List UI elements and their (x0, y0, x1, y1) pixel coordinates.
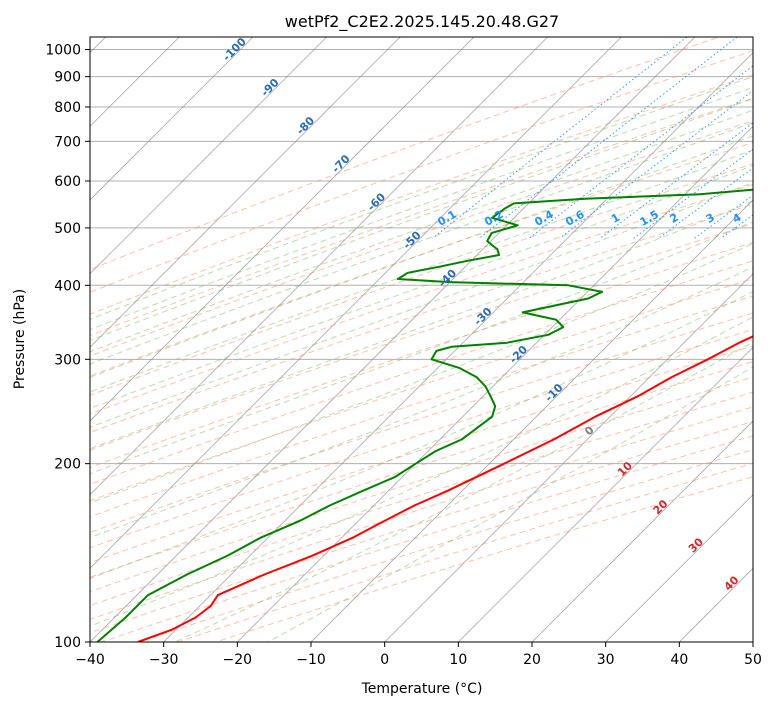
isotherm-line (605, 494, 753, 642)
isotherm-line (90, 37, 327, 275)
mixing-ratio-line (478, 37, 738, 239)
dry-adiabat-line (90, 50, 753, 293)
dewpoint-profile-line (96, 188, 753, 642)
dry-adiabat-line (90, 241, 753, 469)
isotherm-line (531, 420, 753, 642)
mixing-ratio-line (528, 65, 753, 239)
y-tick-label: 100 (54, 635, 81, 651)
dry-adiabat-line (90, 278, 753, 502)
dry-adiabat-line (90, 295, 753, 518)
y-tick-label: 500 (54, 221, 81, 237)
x-tick-label: 40 (670, 652, 688, 668)
moist-adiabat-line (90, 266, 753, 539)
moist-adiabat-line (90, 181, 753, 428)
y-tick-label: 600 (54, 174, 81, 190)
moist-adiabat-line (90, 316, 753, 627)
y-tick-label: 200 (54, 457, 81, 473)
isotherm-line (384, 273, 753, 642)
isotherm-line (90, 37, 622, 569)
dry-adiabat-line (90, 391, 753, 607)
isotherm-line (90, 37, 696, 642)
isotherm-line (90, 37, 254, 201)
moist-adiabat-line (90, 109, 753, 353)
moist-adiabat-line (90, 200, 753, 450)
x-axis-title: Temperature (°C) (361, 681, 483, 697)
mixing-ratio-line (658, 167, 753, 239)
y-tick-label: 1000 (45, 43, 81, 59)
y-tick-label: 900 (54, 70, 81, 86)
moist-adiabat-line (90, 149, 753, 393)
isotherm-line (163, 52, 753, 642)
x-tick-label: 0 (380, 652, 389, 668)
moist-adiabat-line (90, 98, 753, 341)
x-tick-label: −30 (149, 652, 179, 668)
mixing-ratio-line (432, 37, 688, 239)
grid-layer (90, 37, 753, 642)
isotherm-line (90, 37, 475, 422)
y-tick-label: 400 (54, 278, 81, 294)
dry-adiabat-line (90, 361, 753, 578)
x-tick-label: −40 (75, 652, 105, 668)
isotherm-line (310, 199, 753, 642)
y-tick-label: 300 (54, 352, 81, 368)
moist-adiabat-line (90, 164, 753, 410)
isotherm-line (90, 37, 401, 348)
x-tick-label: 10 (449, 652, 467, 668)
x-tick-label: 50 (744, 652, 762, 668)
plot-frame (89, 36, 754, 643)
axis-layer: −40 −30 −20 −10 0 10 20 30 40 50 100 200 300 400 500 60… (45, 43, 762, 668)
mixing-ratio-line (559, 90, 753, 239)
isotherm-line (90, 37, 548, 496)
moist-adiabat-line (90, 76, 753, 320)
chart-title: wetPf2_C2E2.2025.145.20.48.G27 (285, 12, 559, 32)
moist-adiabat-line (90, 135, 753, 378)
mixing-ratio-line (599, 122, 753, 239)
y-axis-title: Pressure (hPa) (12, 289, 28, 389)
x-tick-label: −20 (223, 652, 253, 668)
dry-adiabat-line (90, 203, 753, 433)
y-tick-label: 800 (54, 100, 81, 116)
x-tick-label: 30 (597, 652, 615, 668)
x-tick-label: 20 (523, 652, 541, 668)
temperature-profile-line (137, 335, 753, 642)
moist-adiabat-line (90, 291, 753, 579)
dry-adiabat-line (90, 37, 721, 271)
isotherm-line (237, 125, 753, 642)
dry-adiabat-line (90, 329, 753, 549)
x-tick-label: −10 (296, 652, 326, 668)
moist-adiabat-line (267, 366, 753, 642)
dry-adiabat-line (90, 74, 753, 315)
y-tick-label: 700 (54, 134, 81, 150)
moist-adiabat-line (90, 242, 753, 504)
series-layer (96, 188, 753, 642)
isotherm-line (458, 346, 753, 642)
dry-adiabat-line (90, 97, 753, 337)
